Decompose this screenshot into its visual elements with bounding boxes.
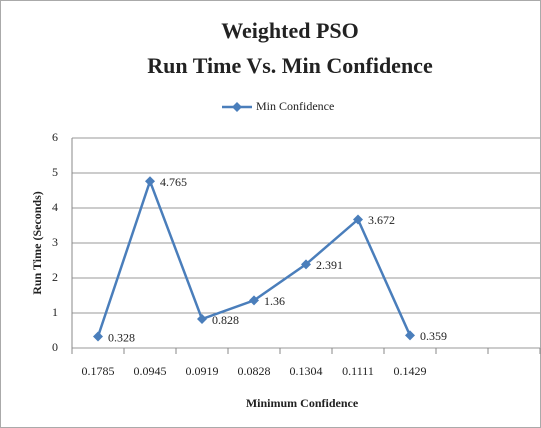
x-tick-label: 0.1785	[82, 364, 115, 378]
point-marker	[353, 214, 363, 225]
legend-marker	[232, 102, 242, 112]
x-tick-label: 0.1429	[394, 364, 427, 378]
data-label: 0.359	[420, 329, 447, 343]
chart-title: Weighted PSO	[221, 18, 359, 43]
x-tick-label: 0.0945	[134, 364, 167, 378]
point-marker	[197, 314, 207, 325]
y-tick-label: 3	[52, 235, 58, 249]
point-marker	[145, 176, 155, 187]
x-tick-label: 0.0919	[186, 364, 219, 378]
x-tick-label: 0.0828	[238, 364, 271, 378]
x-tick-label: 0.1111	[342, 364, 374, 378]
y-axis-label: Run Time (Seconds)	[30, 191, 44, 295]
y-tick-label: 4	[52, 200, 58, 214]
point-marker	[249, 295, 259, 306]
y-tick-label: 6	[52, 130, 58, 144]
data-label: 1.36	[264, 294, 285, 308]
legend-label: Min Confidence	[256, 99, 334, 113]
chart-subtitle: Run Time Vs. Min Confidence	[147, 53, 433, 78]
data-label: 2.391	[316, 258, 343, 272]
y-tick-label: 2	[52, 270, 58, 284]
y-tick-label: 5	[52, 165, 58, 179]
data-label: 4.765	[160, 175, 187, 189]
x-axis-label: Minimum Confidence	[246, 396, 359, 410]
point-marker	[93, 331, 103, 342]
point-marker	[405, 330, 415, 341]
data-label: 0.828	[212, 313, 239, 327]
point-marker	[301, 259, 311, 270]
data-label: 0.328	[108, 330, 135, 344]
data-label: 3.672	[368, 213, 395, 227]
y-tick-label: 0	[52, 340, 58, 354]
x-tick-label: 0.1304	[290, 364, 323, 378]
y-tick-label: 1	[52, 305, 58, 319]
